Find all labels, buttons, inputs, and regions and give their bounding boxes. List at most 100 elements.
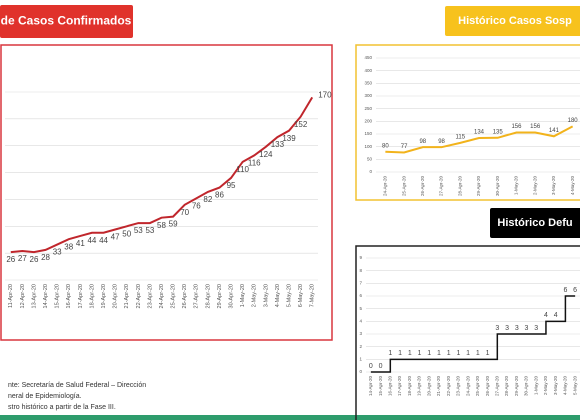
y-tick-label: 7 [359,281,362,286]
y-tick-label: 4 [359,319,362,324]
x-tick-label: 25-Apr-20 [401,176,406,197]
x-tick-label: 30-Apr-20 [495,176,500,197]
x-tick-label: 24-Apr-20 [465,376,470,397]
data-line [385,125,574,154]
x-tick-label: 5-May-20 [572,376,577,396]
data-label: 110 [236,165,249,174]
x-tick-label: 25-Apr-20 [171,284,177,308]
data-label: 4 [544,312,548,319]
data-label: 1 [388,350,392,357]
data-label: 1 [476,350,480,357]
data-label: 98 [438,139,445,145]
data-label: 180 [568,118,579,124]
data-label: 1 [447,350,451,357]
data-label: 77 [401,144,408,150]
x-tick-label: 4-May-20 [275,284,281,307]
title-box [445,6,580,36]
x-tick-label: 4-May-20 [570,176,575,196]
y-tick-label: 5 [359,306,362,311]
data-label: 116 [248,158,261,167]
data-label: 170 [318,90,332,99]
y-tick-label: 50 [367,157,373,162]
y-tick-label: 300 [364,93,372,98]
data-label: 6 [563,287,567,294]
x-tick-label: 6-May-20 [298,284,304,307]
x-tick-label: 5-May-20 [286,284,292,307]
x-tick-label: 26-Apr-20 [182,284,188,308]
x-tick-label: 19-Apr-20 [417,376,422,397]
x-tick-label: 18-Apr-20 [89,284,95,308]
x-tick-label: 24-Apr-20 [159,284,165,308]
chart-frame [355,245,580,420]
x-tick-label: 28-Apr-20 [457,176,462,197]
data-label: 156 [511,124,522,130]
data-label: 86 [215,191,224,200]
chart-title: de Casos Confirmados [1,14,132,28]
data-label: 76 [192,201,201,210]
data-label: 50 [122,229,131,238]
data-label: 98 [419,139,426,145]
y-tick-label: 6 [359,293,362,298]
x-tick-label: 1-May-20 [533,376,538,396]
x-tick-label: 28-Apr-20 [504,376,509,397]
x-tick-label: 20-Apr-20 [113,284,119,308]
title-box [0,5,133,38]
x-tick-label: 7-May-20 [310,284,316,307]
x-tick-label: 2-May-20 [532,176,537,196]
x-tick-label: 28-Apr-20 [205,284,211,308]
data-label: 70 [180,208,189,217]
x-tick-label: 11-Apr-20 [8,284,14,308]
x-tick-label: 30-Apr-20 [229,284,235,308]
data-label: 141 [549,128,560,134]
y-tick-label: 8 [359,268,362,273]
data-label: 82 [203,195,212,204]
x-tick-label: 4-May-20 [563,376,568,396]
x-tick-label: 14-Apr-20 [43,284,49,308]
x-tick-label: 1-May-20 [240,284,246,307]
x-tick-label: 23-Apr-20 [147,284,153,308]
data-label: 53 [134,226,143,235]
data-label: 80 [382,143,389,149]
x-tick-label: 17-Apr-20 [78,284,84,308]
chart-title: Histórico Casos Sosp [458,15,572,27]
data-label: 6 [573,287,577,294]
x-tick-label: 16-Apr-20 [388,376,393,397]
x-tick-label: 20-Apr-20 [426,376,431,397]
data-label: 44 [87,236,96,245]
y-tick-label: 350 [364,81,372,86]
y-tick-label: 250 [364,106,372,111]
footer-line: neral de Epidemiología. [8,393,82,400]
data-label: 133 [271,140,285,149]
data-label: 1 [398,350,402,357]
data-label: 53 [145,226,154,235]
y-tick-label: 9 [359,255,362,260]
data-label: 3 [534,325,538,332]
y-tick-label: 100 [364,144,372,149]
data-label: 27 [18,254,27,263]
data-label: 1 [408,350,412,357]
data-label: 134 [474,130,485,136]
data-label: 3 [495,325,499,332]
y-tick-label: 200 [364,119,372,124]
title-box [490,208,580,238]
data-label: 28 [41,253,50,262]
x-tick-label: 25-Apr-20 [475,376,480,397]
x-tick-label: 3-May-20 [551,176,556,196]
footer-line: stro histórico a partir de la Fase III. [8,404,116,411]
x-tick-label: 22-Apr-20 [446,376,451,397]
data-label: 58 [157,221,166,230]
data-label: 41 [76,239,85,248]
data-label: 115 [455,134,465,140]
x-tick-label: 27-Apr-20 [439,176,444,197]
y-tick-label: 1 [359,357,362,362]
data-label: 59 [169,220,178,229]
data-label: 1 [466,350,470,357]
data-label: 139 [282,134,296,143]
footer-line: nte: Secretaría de Salud Federal – Direc… [8,382,146,389]
data-label: 1 [486,350,490,357]
y-tick-label: 400 [364,68,372,73]
x-tick-label: 18-Apr-20 [407,376,412,397]
data-label: 124 [259,150,273,159]
x-tick-label: 23-Apr-20 [456,376,461,397]
